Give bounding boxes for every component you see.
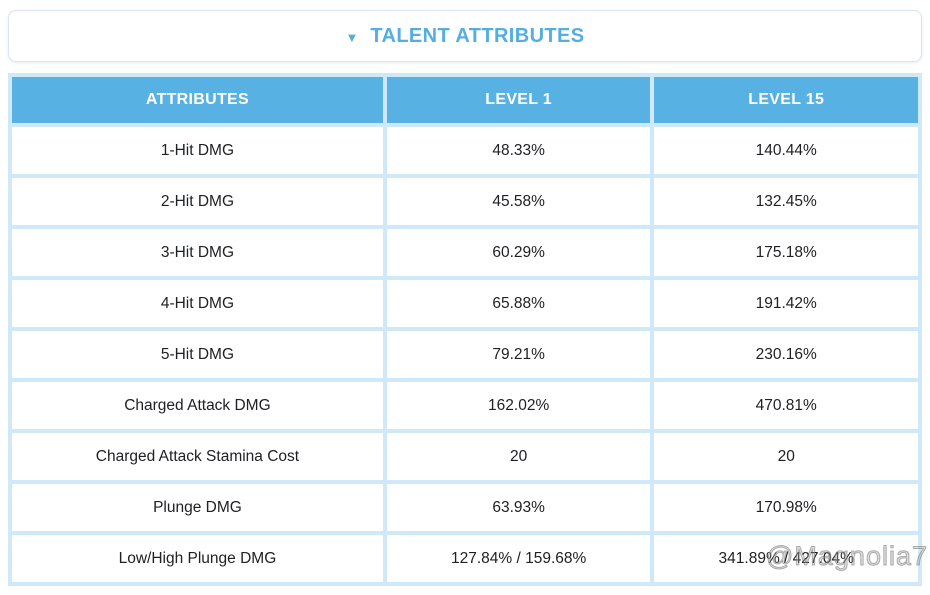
attribute-cell: Charged Attack Stamina Cost bbox=[12, 433, 383, 480]
table-row: Low/High Plunge DMG 127.84% / 159.68% 34… bbox=[12, 535, 918, 582]
level15-cell: 170.98% bbox=[654, 484, 918, 531]
attribute-cell: 5-Hit DMG bbox=[12, 331, 383, 378]
attribute-cell: Charged Attack DMG bbox=[12, 382, 383, 429]
attribute-cell: 3-Hit DMG bbox=[12, 229, 383, 276]
level1-cell: 127.84% / 159.68% bbox=[386, 535, 651, 582]
table-row: 2-Hit DMG 45.58% 132.45% bbox=[12, 178, 918, 225]
level1-cell: 60.29% bbox=[386, 229, 651, 276]
level15-cell: 470.81% bbox=[654, 382, 918, 429]
level15-cell: 140.44% bbox=[654, 127, 918, 174]
level1-cell: 45.58% bbox=[386, 178, 651, 225]
table-row: 1-Hit DMG 48.33% 140.44% bbox=[12, 127, 918, 174]
level1-cell: 162.02% bbox=[386, 382, 651, 429]
level15-cell: 175.18% bbox=[654, 229, 918, 276]
attribute-cell: 1-Hit DMG bbox=[12, 127, 383, 174]
collapse-caret-icon: ▼ bbox=[345, 29, 359, 45]
attribute-cell: 2-Hit DMG bbox=[12, 178, 383, 225]
column-header-level-1: LEVEL 1 bbox=[386, 77, 651, 123]
level15-cell: 191.42% bbox=[654, 280, 918, 327]
level1-cell: 20 bbox=[386, 433, 651, 480]
level15-cell: 132.45% bbox=[654, 178, 918, 225]
attribute-cell: 4-Hit DMG bbox=[12, 280, 383, 327]
level1-cell: 48.33% bbox=[386, 127, 651, 174]
level15-cell: 341.89% / 427.04% bbox=[654, 535, 918, 582]
column-header-attributes: ATTRIBUTES bbox=[12, 77, 383, 123]
section-title: TALENT ATTRIBUTES bbox=[370, 24, 585, 47]
level15-cell: 230.16% bbox=[654, 331, 918, 378]
talent-attributes-table: ATTRIBUTES LEVEL 1 LEVEL 15 1-Hit DMG 48… bbox=[8, 73, 922, 586]
level15-cell: 20 bbox=[654, 433, 918, 480]
table-row: 3-Hit DMG 60.29% 175.18% bbox=[12, 229, 918, 276]
table-row: Charged Attack Stamina Cost 20 20 bbox=[12, 433, 918, 480]
level1-cell: 65.88% bbox=[386, 280, 651, 327]
column-header-level-15: LEVEL 15 bbox=[654, 77, 918, 123]
table-row: 5-Hit DMG 79.21% 230.16% bbox=[12, 331, 918, 378]
level1-cell: 63.93% bbox=[386, 484, 651, 531]
level1-cell: 79.21% bbox=[386, 331, 651, 378]
table-row: Plunge DMG 63.93% 170.98% bbox=[12, 484, 918, 531]
table-row: 4-Hit DMG 65.88% 191.42% bbox=[12, 280, 918, 327]
talent-attributes-section-header[interactable]: ▼ TALENT ATTRIBUTES bbox=[8, 10, 922, 62]
table-header-row: ATTRIBUTES LEVEL 1 LEVEL 15 bbox=[12, 77, 918, 123]
table-row: Charged Attack DMG 162.02% 470.81% bbox=[12, 382, 918, 429]
attribute-cell: Low/High Plunge DMG bbox=[12, 535, 383, 582]
attribute-cell: Plunge DMG bbox=[12, 484, 383, 531]
